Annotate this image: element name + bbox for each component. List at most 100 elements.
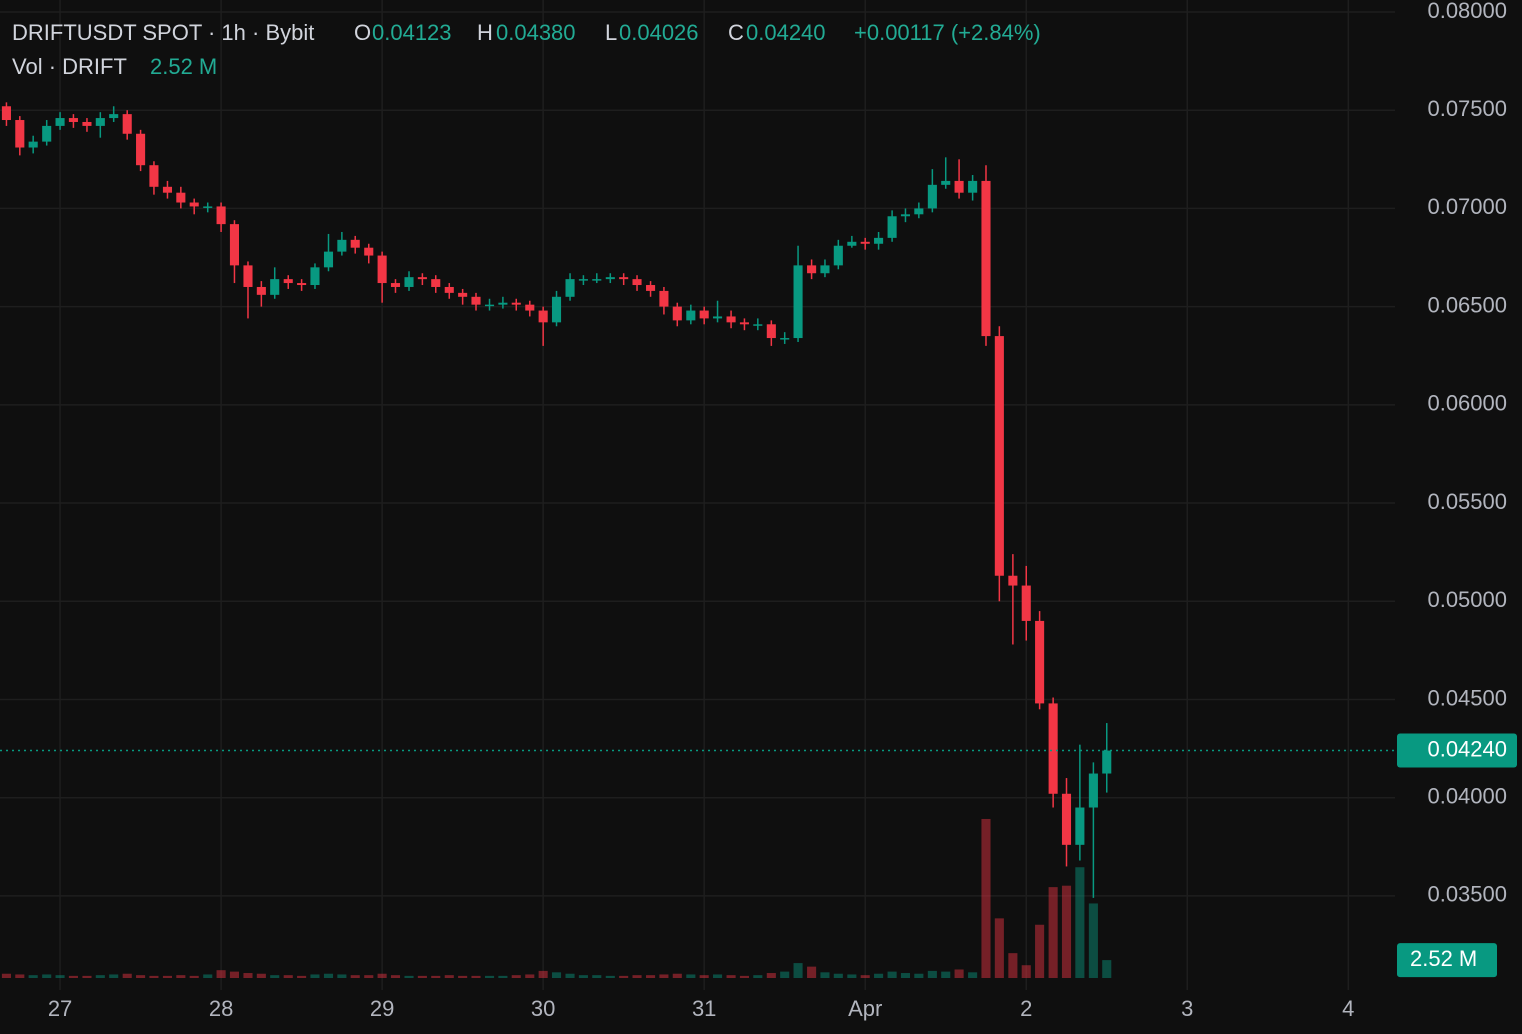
candle-body [672, 306, 682, 321]
y-tick-label: 0.04000 [1427, 784, 1507, 809]
candle-body [914, 208, 924, 215]
chart-title: DRIFTUSDT SPOT · 1h · Bybit [12, 20, 314, 45]
volume-bar [498, 975, 508, 978]
volume-bar [149, 975, 159, 978]
x-tick-label: 2 [1020, 996, 1032, 1021]
candle-body [216, 206, 226, 225]
volume-bar [283, 975, 293, 978]
volume-bar [968, 972, 978, 978]
volume-box-label: 2.52 M [1410, 946, 1477, 971]
candle-body [994, 336, 1004, 576]
volume-bar [686, 974, 696, 978]
candle-body [713, 316, 723, 319]
volume-bar [136, 975, 146, 978]
candle-body [203, 206, 213, 208]
candle-body [337, 239, 347, 252]
candle-body [511, 302, 521, 305]
volume-bar [404, 975, 414, 978]
volume-bar [981, 818, 991, 978]
candle-body [377, 255, 387, 284]
y-tick-label: 0.07000 [1427, 194, 1507, 219]
candle-body [605, 277, 615, 280]
volume-bar [551, 972, 562, 978]
volume-bar [417, 975, 427, 978]
candle-body [109, 114, 119, 119]
x-tick-label: 31 [692, 996, 716, 1021]
volume-name: Vol · DRIFT [12, 54, 127, 79]
candle-body [484, 304, 495, 307]
candle-body [551, 296, 562, 323]
volume-bar [1035, 924, 1045, 978]
volume-bar [619, 975, 629, 978]
candle-body [82, 121, 92, 126]
volume-bar [632, 975, 642, 978]
volume-bar [659, 974, 669, 978]
volume-bar [122, 973, 132, 978]
volume-bar [525, 974, 535, 978]
candle-body [578, 279, 588, 281]
x-tick-label: 29 [370, 996, 394, 1021]
candle-body [686, 310, 696, 321]
volume-bar [1102, 960, 1112, 978]
candle-body [699, 310, 709, 319]
volume-bar [364, 975, 374, 978]
candle-body [458, 292, 468, 297]
candle-body [780, 338, 790, 340]
volume-layer [1, 818, 1112, 978]
candle-body [807, 265, 817, 274]
volume-bar [95, 975, 105, 978]
volume-bar [793, 963, 803, 978]
close-label: C [728, 20, 744, 45]
volume-bar [1075, 867, 1085, 978]
volume-bar [42, 974, 52, 978]
candle-body [860, 241, 870, 244]
candle-body [176, 192, 186, 203]
volume-value: 2.52 M [150, 54, 217, 79]
volume-bar [820, 972, 830, 978]
volume-bar [444, 975, 454, 978]
volume-bar [605, 975, 615, 978]
volume-bar [337, 974, 347, 978]
open-value: 0.04123 [372, 20, 452, 45]
volume-bar [458, 975, 468, 978]
candle-body [753, 324, 763, 326]
candle-body [136, 133, 146, 166]
candle-body [390, 283, 401, 287]
candle-body [632, 279, 642, 286]
volume-bar [243, 973, 253, 978]
candle-body [766, 324, 776, 339]
candle-body [1088, 773, 1098, 808]
candle-body [471, 296, 481, 305]
candle-body [270, 279, 280, 295]
candle-body [122, 114, 132, 134]
candle-body [1048, 703, 1058, 794]
candle-body [833, 245, 843, 266]
volume-bar [109, 974, 119, 978]
volume-bar [431, 975, 441, 978]
volume-bar [350, 975, 360, 978]
volume-bar [1088, 903, 1098, 978]
volume-bar [726, 975, 736, 978]
volume-bar [927, 970, 937, 978]
candle-body [968, 180, 978, 193]
volume-bar [28, 975, 38, 978]
volume-bar [1021, 965, 1031, 978]
candle-body [1075, 807, 1085, 845]
x-tick-label: 4 [1342, 996, 1354, 1021]
candle-body [726, 316, 736, 323]
y-tick-label: 0.05500 [1427, 489, 1507, 514]
volume-bar [256, 973, 266, 978]
last-price-box [1397, 733, 1517, 768]
candle-body [1008, 575, 1018, 586]
x-tick-label: Apr [848, 996, 882, 1021]
x-tick-label: 30 [531, 996, 555, 1021]
volume-bar [189, 975, 199, 978]
candle-body [498, 302, 508, 305]
candle-body [1102, 750, 1112, 774]
candle-body [431, 279, 441, 287]
candle-body [444, 286, 454, 293]
volume-bar [229, 971, 240, 978]
volume-bar [471, 975, 481, 978]
